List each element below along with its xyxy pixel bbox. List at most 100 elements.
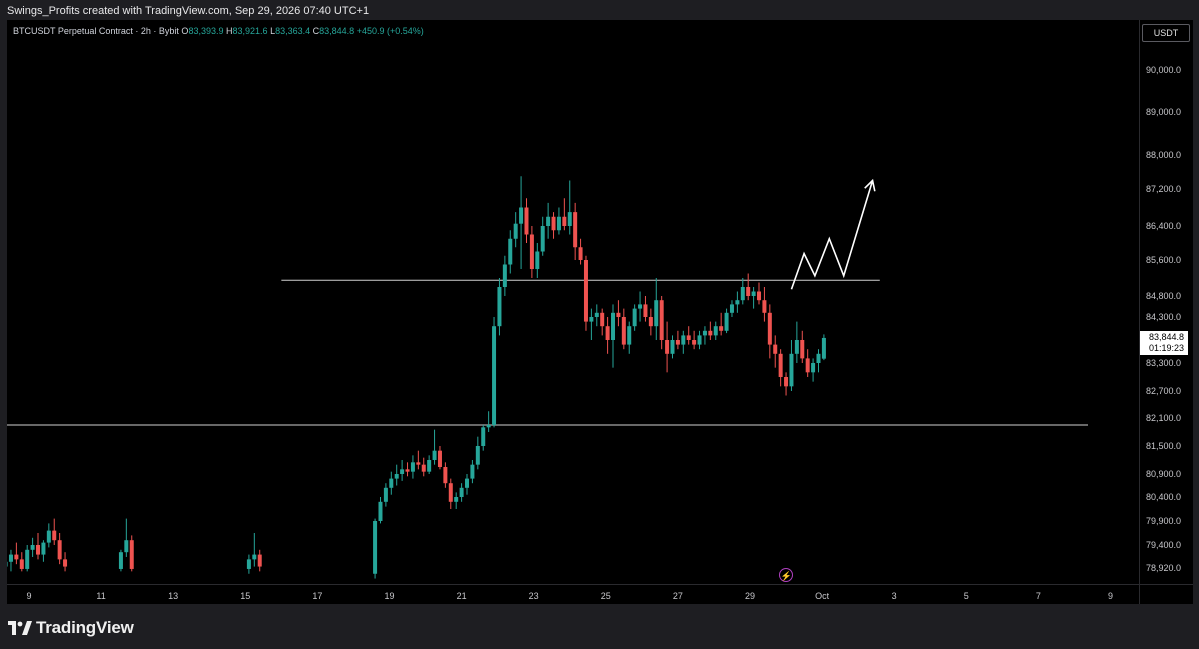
candle-body <box>594 312 599 317</box>
axis-corner <box>1139 584 1194 605</box>
candle-body <box>567 212 572 226</box>
candle-body <box>7 561 8 567</box>
price-tick-label: 90,000.0 <box>1146 65 1182 75</box>
candle-body <box>373 521 378 574</box>
candle-body <box>643 304 648 317</box>
price-tick-label: 87,200.0 <box>1146 184 1182 194</box>
right-padding <box>1193 20 1199 604</box>
candlestick-chart[interactable] <box>7 20 1139 584</box>
candle-body <box>708 330 713 336</box>
candle-body <box>257 554 262 567</box>
candle-body <box>551 216 556 231</box>
candle-body <box>540 226 545 252</box>
candle-body <box>383 487 388 502</box>
candle-body <box>394 474 399 479</box>
candle-body <box>459 487 464 497</box>
close-value: 83,844.8 <box>319 26 355 36</box>
open-label: O <box>181 26 189 36</box>
candle-body <box>454 497 459 502</box>
price-axis[interactable]: USDT 90,000.0 89,000.0 88,000.0 87,200.0 86,… <box>1139 20 1194 584</box>
candle-body <box>19 559 24 569</box>
candle-body <box>25 549 30 569</box>
candle-body <box>670 340 675 354</box>
price-tick-label: 83,300.0 <box>1146 358 1182 368</box>
candle-body <box>692 340 697 345</box>
candle-body <box>600 312 605 327</box>
candle-body <box>481 427 486 446</box>
chart-header: Swings_Profits created with TradingView.… <box>0 0 1199 20</box>
candle-body <box>529 234 534 269</box>
candle-body <box>789 353 794 387</box>
footer: TradingView <box>0 604 1199 649</box>
candle-body <box>513 223 518 239</box>
candle-body <box>421 464 426 472</box>
candle-body <box>611 312 616 340</box>
candle-body <box>784 377 789 387</box>
high-label: H <box>226 26 233 36</box>
candle-body <box>118 552 123 569</box>
candle-body <box>751 291 756 296</box>
brand[interactable]: TradingView <box>8 618 134 638</box>
price-tick-label: 82,700.0 <box>1146 386 1182 396</box>
price-tick-label: 88,000.0 <box>1146 150 1182 160</box>
symbol-title: BTCUSDT Perpetual Contract · 2h · Bybit <box>13 26 179 36</box>
candle-body <box>246 559 251 569</box>
time-tick-label: 11 <box>96 591 106 601</box>
candle-body <box>562 216 567 226</box>
time-tick-label: 9 <box>1107 591 1113 601</box>
price-tick-label: 85,600.0 <box>1146 255 1182 265</box>
candle-body <box>719 326 724 331</box>
candle-body <box>573 212 578 248</box>
time-tick-label: 29 <box>744 591 755 601</box>
candle-body <box>389 478 394 488</box>
candle-body <box>665 340 670 354</box>
candle-body <box>627 326 632 345</box>
candle-body <box>416 462 421 465</box>
candle-body <box>724 312 729 331</box>
time-tick-label: 7 <box>1035 591 1041 601</box>
chart-pane[interactable]: BTCUSDT Perpetual Contract · 2h · Bybit … <box>7 20 1139 584</box>
tradingview-logo-icon <box>8 621 32 635</box>
price-tick-label: 84,300.0 <box>1146 312 1182 322</box>
candle-body <box>46 530 51 543</box>
candle-body <box>502 264 507 287</box>
candle-body <box>740 287 745 301</box>
candle-body <box>605 326 610 340</box>
candle-body <box>805 358 810 373</box>
currency-button[interactable]: USDT <box>1142 24 1190 42</box>
bar-countdown: 01:19:23 <box>1148 343 1184 353</box>
candle-body <box>821 337 826 359</box>
price-tick-label: 86,400.0 <box>1146 221 1182 231</box>
candle-body <box>486 425 491 428</box>
candle-body <box>735 300 740 305</box>
candle-body <box>713 326 718 336</box>
candle-body <box>648 317 653 327</box>
price-tick-label: 84,800.0 <box>1146 291 1182 301</box>
candle-body <box>36 545 41 555</box>
candle-body <box>405 469 410 472</box>
time-tick-label: Oct <box>815 591 830 601</box>
candle-body <box>427 460 432 472</box>
price-tick-label: 80,400.0 <box>1146 492 1182 502</box>
candle-body <box>57 540 62 560</box>
candle-body <box>762 300 767 313</box>
candle-body <box>52 530 57 541</box>
candle-body <box>497 287 502 327</box>
time-tick-label: 19 <box>384 591 395 601</box>
candle-body <box>378 501 383 521</box>
candle-body <box>470 464 475 479</box>
candle-body <box>616 312 621 317</box>
candle-body <box>632 308 637 327</box>
time-tick-label: 23 <box>528 591 539 601</box>
candle-body <box>443 467 448 484</box>
price-tick-label: 78,920.0 <box>1146 563 1182 573</box>
header-text: Swings_Profits created with TradingView.… <box>7 5 370 17</box>
candle-body <box>437 450 442 467</box>
candle-body <box>410 462 415 472</box>
lightning-icon[interactable]: ⚡ <box>779 568 794 582</box>
price-tick-label: 79,900.0 <box>1146 516 1182 526</box>
time-axis[interactable]: 9 11 13 15 17 19 21 23 25 27 29 Oct 3 5 7 9 <box>7 584 1139 605</box>
candle-body <box>675 340 680 345</box>
price-tick-label: 80,900.0 <box>1146 469 1182 479</box>
time-tick-label: 5 <box>963 591 969 601</box>
